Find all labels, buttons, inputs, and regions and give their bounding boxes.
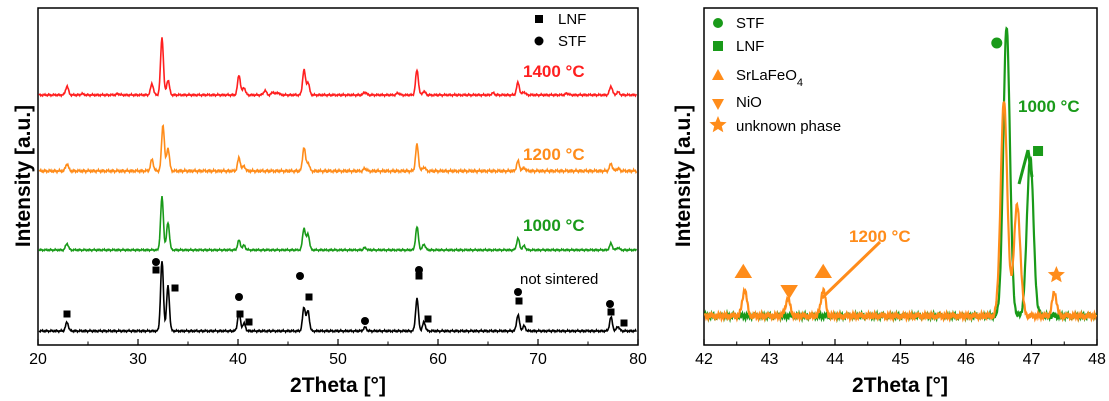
legend-triangle-down-icon xyxy=(712,99,724,110)
phase-marker-circle xyxy=(152,258,160,266)
right-legend: STF LNF SrLaFeO4 NiO unknown phase xyxy=(709,15,841,135)
series-line xyxy=(703,100,1098,324)
phase-marker-triangle-up xyxy=(814,263,833,279)
left-x-ticks: 20 30 40 50 60 70 80 xyxy=(29,339,647,368)
x-tick-label: 44 xyxy=(826,351,844,368)
phase-marker-square xyxy=(152,266,160,274)
right-label-1000: 1000 °C xyxy=(1018,97,1080,116)
left-x-axis-label: 2Theta [°] xyxy=(290,374,386,397)
right-x-ticks: 42 43 44 45 46 47 48 xyxy=(695,339,1106,368)
label-not-sintered: not sintered xyxy=(520,271,598,288)
annotation-line-1000b xyxy=(1017,149,1030,185)
x-tick-label: 20 xyxy=(29,351,47,368)
phase-marker-square xyxy=(607,308,615,316)
phase-marker-square xyxy=(424,315,432,323)
phase-marker-square xyxy=(236,310,244,318)
x-tick-label: 43 xyxy=(761,351,779,368)
x-tick-label: 42 xyxy=(695,351,713,368)
left-legend-lnf: LNF xyxy=(558,11,586,28)
legend-stf-circle-icon xyxy=(534,36,544,46)
phase-marker-circle xyxy=(606,300,614,308)
phase-marker-square xyxy=(415,272,423,280)
annotation-line-1200 xyxy=(820,240,882,300)
right-label-1200: 1200 °C xyxy=(849,227,911,246)
x-tick-label: 80 xyxy=(629,351,647,368)
phase-marker-square xyxy=(305,293,313,301)
legend-stf-circle-icon xyxy=(713,18,723,28)
x-tick-label: 48 xyxy=(1088,351,1106,368)
label-1200: 1200 °C xyxy=(523,145,585,164)
x-tick-label: 45 xyxy=(892,351,910,368)
left-legend: LNF STF xyxy=(534,11,586,50)
x-tick-label: 30 xyxy=(129,351,147,368)
right-plot-frame xyxy=(703,7,1098,346)
phase-marker-circle xyxy=(296,272,304,280)
legend-lnf-square-icon xyxy=(535,15,543,23)
right-legend-lnf: LNF xyxy=(736,38,764,55)
x-tick-label: 46 xyxy=(957,351,975,368)
right-y-axis-label: Intensity [a.u.] xyxy=(672,105,695,247)
right-legend-unknown: unknown phase xyxy=(736,118,841,135)
series-line xyxy=(38,37,638,98)
phase-marker-square xyxy=(620,319,628,327)
left-phase-markers xyxy=(63,258,628,327)
x-tick-label: 60 xyxy=(429,351,447,368)
label-1000: 1000 °C xyxy=(523,216,585,235)
left-xrd-panel: 20 30 40 50 60 70 80 2Theta [°] Intensity [a.u… xyxy=(12,7,647,397)
right-x-axis-label: 2Theta [°] xyxy=(852,374,948,397)
x-tick-label: 40 xyxy=(229,351,247,368)
phase-marker-circle xyxy=(415,266,423,274)
legend-triangle-up-icon xyxy=(712,69,724,80)
left-legend-stf: STF xyxy=(558,33,586,50)
series-line xyxy=(38,261,637,334)
legend-star-icon xyxy=(709,116,727,133)
right-legend-srlafeo: SrLaFeO4 xyxy=(736,67,803,89)
right-legend-nio: NiO xyxy=(736,94,762,111)
right-series-group xyxy=(703,26,1098,324)
phase-marker-square xyxy=(525,315,533,323)
left-plot-frame xyxy=(37,7,639,346)
star-icon xyxy=(709,116,727,133)
right-xrd-panel: 42 43 44 45 46 47 48 2Theta [°] Intensity [a.u… xyxy=(672,7,1106,397)
right-legend-stf: STF xyxy=(736,15,764,32)
x-tick-label: 50 xyxy=(329,351,347,368)
phase-marker-circle xyxy=(235,293,243,301)
left-y-axis-label: Intensity [a.u.] xyxy=(12,105,35,247)
phase-marker-square xyxy=(515,297,523,305)
phase-marker-triangle-down xyxy=(780,284,798,300)
phase-marker-circle xyxy=(514,288,522,296)
right-phase-markers xyxy=(734,37,1065,300)
x-tick-label: 47 xyxy=(1023,351,1041,368)
phase-marker-triangle-up xyxy=(734,263,753,279)
phase-marker-star xyxy=(1047,266,1065,283)
legend-lnf-square-icon xyxy=(713,41,723,51)
phase-marker-circle xyxy=(991,37,1003,49)
phase-marker-square xyxy=(245,318,253,326)
phase-marker-square xyxy=(1033,146,1044,156)
label-1400: 1400 °C xyxy=(523,62,585,81)
phase-marker-circle xyxy=(361,317,369,325)
x-tick-label: 70 xyxy=(529,351,547,368)
left-series-group xyxy=(38,37,638,334)
phase-marker-square xyxy=(171,284,179,292)
annotation-line-1000 xyxy=(1026,149,1034,178)
series-line xyxy=(38,124,638,175)
phase-marker-square xyxy=(63,310,71,318)
series-line xyxy=(38,196,638,253)
